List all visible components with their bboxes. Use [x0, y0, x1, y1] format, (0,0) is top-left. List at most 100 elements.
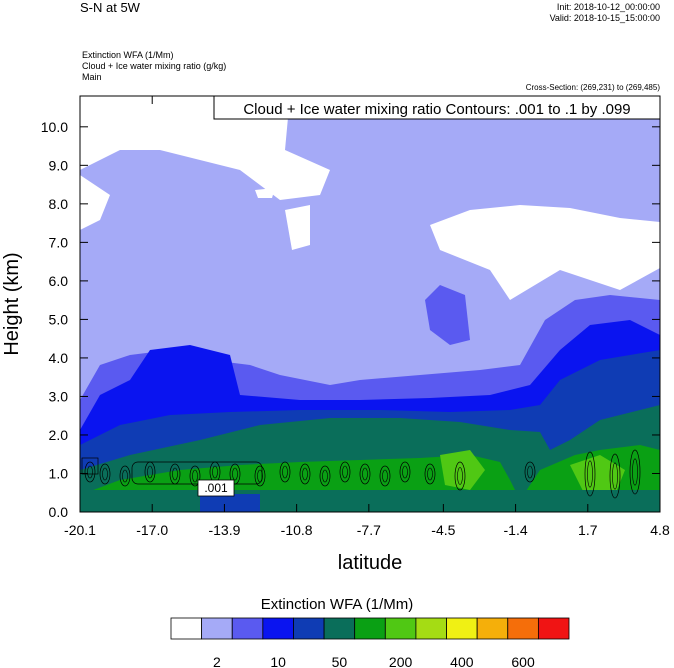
x-tick-label: -13.9	[208, 522, 240, 538]
extinction-field	[80, 96, 660, 512]
contour-ring-inner	[212, 465, 218, 479]
x-tick-label: -4.5	[431, 522, 455, 538]
y-tick-label: 10.0	[41, 119, 68, 135]
contour-info-text: Cloud + Ice water mixing ratio Contours:…	[243, 101, 630, 118]
y-tick-label: 8.0	[49, 196, 69, 212]
contour-ring-inner	[587, 460, 593, 488]
colorbar-swatch	[262, 617, 294, 640]
contour-ring	[524, 461, 536, 483]
y-axis: 0.0 1.0 2.0 3.0 4.0 5.0 6.0 7.0 8.0 9.0 10.0	[41, 119, 660, 520]
x-tick-label: -17.0	[136, 522, 168, 538]
colorbar-swatch	[170, 617, 203, 640]
contour-ring-inner	[342, 465, 348, 479]
x-tick-label: 1.7	[578, 522, 598, 538]
contour-ring	[189, 465, 201, 487]
clear-region-right	[430, 205, 660, 300]
colorbar-swatch	[446, 617, 478, 640]
contour-ring-inner	[147, 465, 153, 479]
colorbar-swatch	[231, 617, 264, 640]
y-tick-label: 5.0	[49, 311, 69, 327]
colorbar	[170, 617, 570, 640]
colorbar-label: 50	[332, 654, 348, 668]
y-axis-title: Height (km)	[1, 252, 23, 355]
colorbar-swatch	[201, 617, 233, 640]
colorbar-labels: 2 10 50 200 400 600	[213, 654, 535, 668]
contour-ring	[424, 463, 436, 485]
x-tick-label: -10.8	[281, 522, 313, 538]
colorbar-swatch	[323, 617, 356, 640]
valid-time-label: Valid: 2018-10-15_15:00:00	[549, 13, 660, 23]
contour-ring-inner	[527, 465, 533, 479]
contour-ring-inner	[457, 467, 463, 485]
contour-ring-inner	[362, 467, 368, 481]
y-tick-label: 1.0	[49, 465, 69, 481]
colorbar-swatch	[384, 617, 417, 640]
contour-ring-inner	[102, 467, 108, 481]
contour-ring	[379, 465, 391, 487]
init-time-label: Init: 2018-10-12_00:00:00	[556, 2, 660, 12]
contour-ring	[629, 449, 641, 495]
colorbar-swatch	[476, 617, 509, 640]
contour-ring-inner	[192, 469, 198, 483]
contour-ring-inner	[632, 458, 638, 486]
colorbar-label: 600	[511, 654, 535, 668]
x-tick-label: -7.7	[357, 522, 381, 538]
y-tick-label: 4.0	[49, 350, 69, 366]
x-tick-label: -20.1	[64, 522, 96, 538]
colorbar-swatch	[507, 617, 539, 640]
contour-ring	[99, 463, 111, 485]
field-label-extinction: Extinction WFA (1/Mm)	[82, 50, 174, 60]
contour-ring	[119, 465, 131, 487]
mixing-ratio-contours	[81, 449, 641, 499]
x-tick-label: -1.4	[504, 522, 528, 538]
y-tick-label: 6.0	[49, 273, 69, 289]
contour-ring	[584, 451, 596, 497]
contour-ring-inner	[302, 467, 308, 481]
contour-ring-inner	[122, 469, 128, 483]
colorbar-label: 400	[450, 654, 474, 668]
contour-ring	[339, 461, 351, 483]
contour-ring	[399, 461, 411, 483]
clear-region-left	[80, 175, 110, 230]
clear-patch-2	[285, 205, 310, 250]
colorbar-label: 200	[389, 654, 413, 668]
contour-ring-inner	[232, 467, 238, 481]
contour-ring-inner	[282, 465, 288, 479]
contour-ring-inner	[402, 465, 408, 479]
colorbar-swatch	[293, 617, 325, 640]
y-tick-label: 7.0	[49, 234, 69, 250]
y-tick-label: 9.0	[49, 157, 69, 173]
contour-ring-inner	[172, 467, 178, 481]
field-patch-800	[440, 450, 485, 490]
cross-section-label: Cross-Section: (269,231) to (269,485)	[525, 83, 660, 92]
contour-ring-inner	[612, 462, 618, 490]
contour-ring-inner	[382, 469, 388, 483]
contour-ring	[254, 465, 266, 487]
field-patch-800-right	[570, 455, 625, 495]
contour-ring	[319, 465, 331, 487]
colorbar-label: 10	[270, 654, 286, 668]
clear-region-upper-left	[80, 96, 330, 200]
contour-outline	[131, 461, 263, 485]
contour-ring-inner	[322, 469, 328, 483]
y-tick-label: 0.0	[49, 504, 69, 520]
contour-ring-inner	[427, 467, 433, 481]
field-label-main: Main	[82, 72, 102, 82]
contour-ring	[454, 461, 466, 491]
y-tick-label: 3.0	[49, 388, 69, 404]
colorbar-label: 2	[213, 654, 221, 668]
contour-ring	[279, 461, 291, 483]
surface-patch	[200, 494, 260, 512]
contour-info-box	[213, 95, 661, 120]
y-tick-label: 2.0	[49, 427, 69, 443]
contour-ring	[84, 461, 96, 483]
contour-label-box	[197, 479, 235, 497]
chart-main-title: S-N at 5W	[80, 0, 140, 15]
field-label-mixing-ratio: Cloud + Ice water mixing ratio (g/kg)	[82, 61, 227, 71]
field-patch-50-mid	[425, 285, 470, 345]
contour-ring	[609, 453, 621, 499]
contour-ring-inner	[87, 465, 93, 479]
colorbar-swatch	[537, 617, 570, 640]
surface-layer	[80, 490, 660, 512]
